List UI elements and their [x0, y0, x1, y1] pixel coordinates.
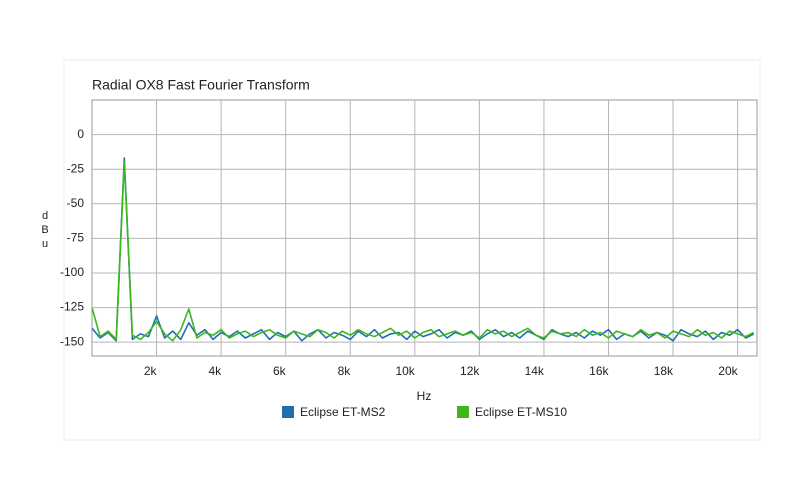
x-tick-label: 2k	[144, 364, 158, 378]
series-line	[92, 157, 755, 342]
x-tick-label: 18k	[654, 364, 674, 378]
y-tick-label: -75	[67, 231, 85, 245]
y-tick-label: -125	[60, 300, 84, 314]
x-tick-label: 16k	[589, 364, 609, 378]
legend-label: Eclipse ET-MS2	[300, 405, 386, 419]
y-tick-label: -25	[67, 161, 85, 175]
x-tick-label: 10k	[395, 364, 415, 378]
legend-swatch	[282, 406, 294, 418]
y-tick-label: -100	[60, 265, 84, 279]
series-line	[92, 161, 755, 342]
x-tick-label: 14k	[525, 364, 545, 378]
x-axis-label: Hz	[417, 389, 432, 403]
plot-area	[91, 99, 758, 357]
x-tick-label: 4k	[208, 364, 222, 378]
y-tick-label: 0	[77, 127, 84, 141]
y-tick-label: -50	[67, 196, 85, 210]
series-group	[92, 157, 755, 342]
legend-swatch	[457, 406, 469, 418]
x-tick-label: 6k	[273, 364, 287, 378]
x-tick-label: 20k	[718, 364, 738, 378]
chart-title: Radial OX8 Fast Fourier Transform	[92, 77, 310, 93]
y-tick-label: -150	[60, 334, 84, 348]
x-tick-label: 12k	[460, 364, 480, 378]
legend-label: Eclipse ET-MS10	[475, 405, 567, 419]
x-tick-label: 8k	[338, 364, 352, 378]
y-axis-label: dBu	[39, 210, 51, 252]
